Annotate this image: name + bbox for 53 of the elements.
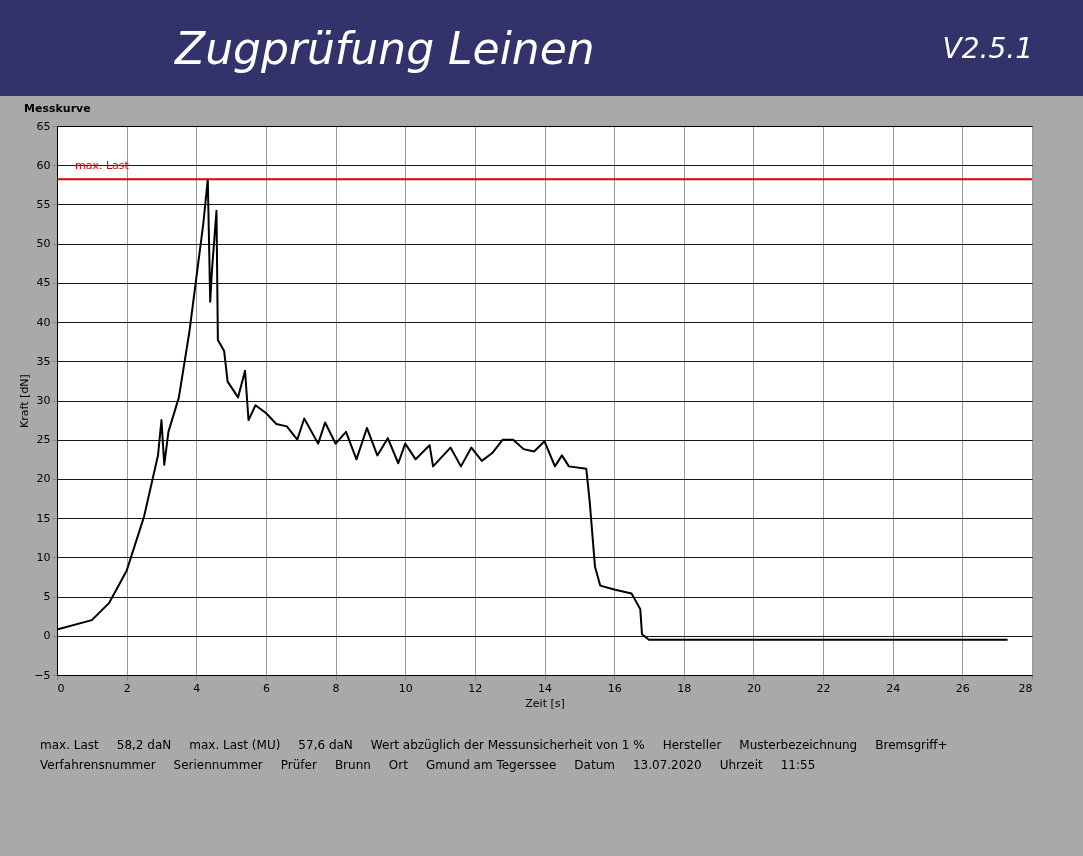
y-tick-label: 65: [36, 119, 51, 133]
y-tick-label: 40: [36, 315, 51, 329]
x-tick-label: 0: [57, 681, 65, 695]
y-tick-label: 0: [43, 629, 51, 643]
text: Prüfer: [280, 758, 317, 772]
text: Brunn: [334, 758, 371, 772]
text: Seriennummer: [173, 758, 263, 772]
text: max. Last (MU): [189, 738, 281, 752]
y-tick-label: 50: [36, 237, 51, 251]
x-axis-title: Zeit [s]: [525, 696, 565, 710]
text: Musterbezeichnung: [739, 738, 858, 752]
x-tick-label: 6: [262, 681, 270, 695]
x-tick-label: 16: [607, 681, 622, 695]
x-tick-label: 14: [538, 681, 552, 695]
text: 58,2 daN: [116, 738, 172, 752]
y-tick-label: 60: [36, 158, 51, 172]
text: 11:55: [780, 758, 816, 772]
x-tick-label: 22: [816, 681, 831, 695]
text: 57,6 daN: [298, 738, 353, 752]
text: Uhrzeit: [719, 758, 763, 772]
text: Messkurve: [23, 101, 92, 116]
chart-title: Zugprüfung Leinen: [175, 22, 595, 74]
text: Hersteller: [662, 738, 722, 752]
x-tick-label: 12: [468, 681, 483, 695]
text: 13.07.2020: [632, 758, 702, 772]
text: Verfahrensnummer: [40, 758, 156, 772]
text: Gmund am Tegerssee: [425, 758, 557, 772]
x-tick-label: 8: [332, 681, 340, 695]
text: Ort: [388, 758, 408, 772]
text: max. Last: [40, 738, 99, 752]
text: Datum: [574, 758, 615, 772]
text: Bremsgriff+: [875, 738, 948, 752]
y-tick-label: 35: [36, 354, 51, 368]
text: Wert abzüglich der Messunsicherheit von 1 %: [370, 738, 645, 752]
y-tick-label: −5: [34, 668, 51, 682]
y-tick-label: 30: [36, 394, 51, 407]
chart-subtitle: V2.5.1: [942, 31, 1033, 65]
x-tick-label: 2: [123, 681, 131, 695]
x-tick-label: 20: [746, 681, 761, 695]
x-tick-label: 24: [886, 681, 901, 695]
y-tick-label: 5: [43, 590, 51, 604]
y-tick-label: 25: [36, 433, 51, 447]
y-tick-label: 20: [36, 472, 51, 486]
x-tick-label: 18: [677, 681, 692, 695]
y-axis-title: Kraft [dN]: [18, 374, 32, 428]
y-tick-label: 55: [36, 197, 51, 211]
x-tick-label: 26: [955, 681, 970, 695]
y-tick-label: 45: [36, 276, 51, 290]
y-tick-label: 15: [36, 511, 51, 525]
x-tick-label: 4: [193, 681, 201, 695]
x-tick-label: 28: [1018, 681, 1033, 695]
y-tick-label: 10: [36, 550, 51, 564]
x-tick-label: 10: [398, 681, 413, 695]
